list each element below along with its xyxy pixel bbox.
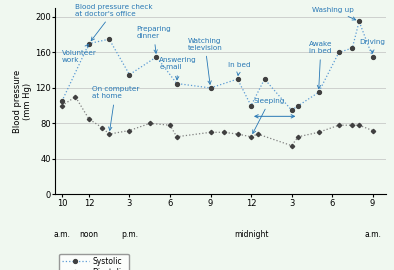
Text: Watching
television: Watching television [188,38,222,84]
Text: Washing up: Washing up [312,6,356,20]
Text: p.m.: p.m. [121,230,138,239]
Text: a.m.: a.m. [364,230,381,239]
Text: In bed: In bed [228,62,251,75]
Text: Volunteer
work: Volunteer work [62,44,97,63]
Text: On computer
at home: On computer at home [92,86,139,130]
Text: noon: noon [80,230,98,239]
Text: midnight: midnight [234,230,268,239]
Y-axis label: Blood pressure
(mm Hg): Blood pressure (mm Hg) [13,70,32,133]
Text: Sleeping: Sleeping [253,98,285,133]
Text: Preparing
dinner: Preparing dinner [136,26,171,53]
Text: Blood pressure check
at doctor's office: Blood pressure check at doctor's office [75,4,153,41]
Legend: Systolic, Diastolic: Systolic, Diastolic [59,254,129,270]
Text: Awake
in bed: Awake in bed [309,41,333,89]
Text: Answering
e-mail: Answering e-mail [159,57,197,80]
Text: a.m.: a.m. [54,230,71,239]
Text: Driving: Driving [359,39,385,53]
